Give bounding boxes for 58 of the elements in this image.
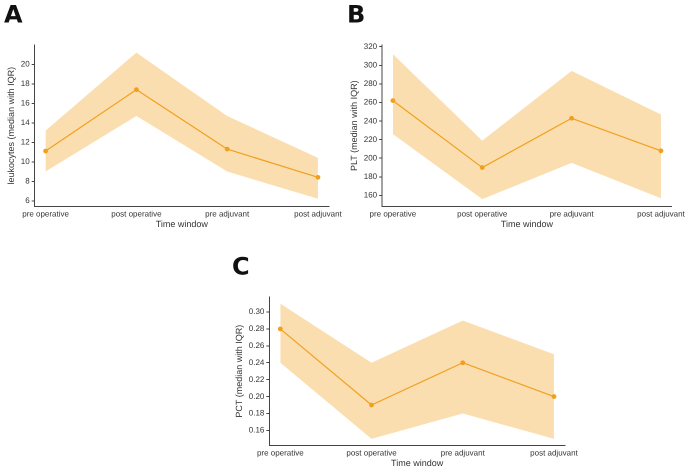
y-tick-label: 10 <box>20 156 30 166</box>
chart-title: A <box>4 0 23 29</box>
y-tick-label: 200 <box>364 153 378 162</box>
y-tick-label: 0.18 <box>248 408 265 418</box>
x-axis-title: Time window <box>500 219 554 230</box>
point <box>460 360 466 366</box>
x-tick-label: post adjuvant <box>530 448 579 458</box>
x-axis-title: Time window <box>156 219 208 230</box>
y-tick-label: 0.16 <box>248 426 265 435</box>
y-tick-label: 16 <box>20 98 30 108</box>
y-tick-label: 20 <box>20 59 30 68</box>
x-tick-label: pre adjuvant <box>550 210 594 219</box>
x-tick-label: post adjuvant <box>637 210 685 219</box>
x-tick-label: pre operative <box>22 210 70 219</box>
y-tick-label: 220 <box>364 134 378 144</box>
point <box>569 116 574 121</box>
x-tick-label: post operative <box>346 448 398 458</box>
y-tick-label: 0.26 <box>248 341 265 350</box>
chart-title: C <box>232 252 250 281</box>
point <box>43 148 48 154</box>
point <box>278 326 283 332</box>
y-tick-label: 180 <box>364 172 378 182</box>
y-tick-label: 240 <box>364 116 378 126</box>
y-tick-label: 160 <box>364 190 378 200</box>
y-tick-label: 260 <box>364 98 378 107</box>
y-tick-label: 320 <box>364 42 378 51</box>
x-tick-label: post adjuvant <box>294 210 343 219</box>
y-tick-label: 12 <box>20 137 30 146</box>
x-tick-label: post operative <box>457 210 508 219</box>
chart-title: B <box>347 0 366 29</box>
y-tick-label: 300 <box>364 60 378 70</box>
y-axis-title: leukocytes (median with IQR) <box>6 66 16 184</box>
point <box>480 165 485 170</box>
y-tick-label: 0.20 <box>248 392 265 401</box>
x-axis-title: Time window <box>391 458 444 468</box>
y-tick-label: 0.22 <box>248 374 265 384</box>
point <box>369 402 374 408</box>
x-tick-label: pre adjuvant <box>440 448 486 458</box>
y-tick-label: 0.24 <box>248 358 265 367</box>
y-tick-label: 0.30 <box>248 307 265 316</box>
point <box>658 148 664 154</box>
point <box>224 146 230 152</box>
x-tick-label: pre operative <box>370 210 417 219</box>
point <box>316 174 320 180</box>
point <box>552 394 556 399</box>
point <box>134 87 139 92</box>
y-tick-label: 14 <box>20 118 30 127</box>
x-tick-label: post operative <box>111 210 162 219</box>
y-tick-label: 6 <box>25 196 30 205</box>
x-tick-label: pre adjuvant <box>205 210 250 219</box>
y-tick-label: 8 <box>25 176 30 186</box>
point <box>390 98 396 103</box>
y-axis-title: PLT (median with IQR) <box>348 80 359 172</box>
y-tick-label: 280 <box>364 79 378 88</box>
y-axis-title: PCT (median with IQR) <box>234 324 244 418</box>
x-tick-label: pre operative <box>256 448 304 458</box>
y-tick-label: 0.28 <box>248 324 265 334</box>
y-tick-label: 18 <box>20 78 30 88</box>
